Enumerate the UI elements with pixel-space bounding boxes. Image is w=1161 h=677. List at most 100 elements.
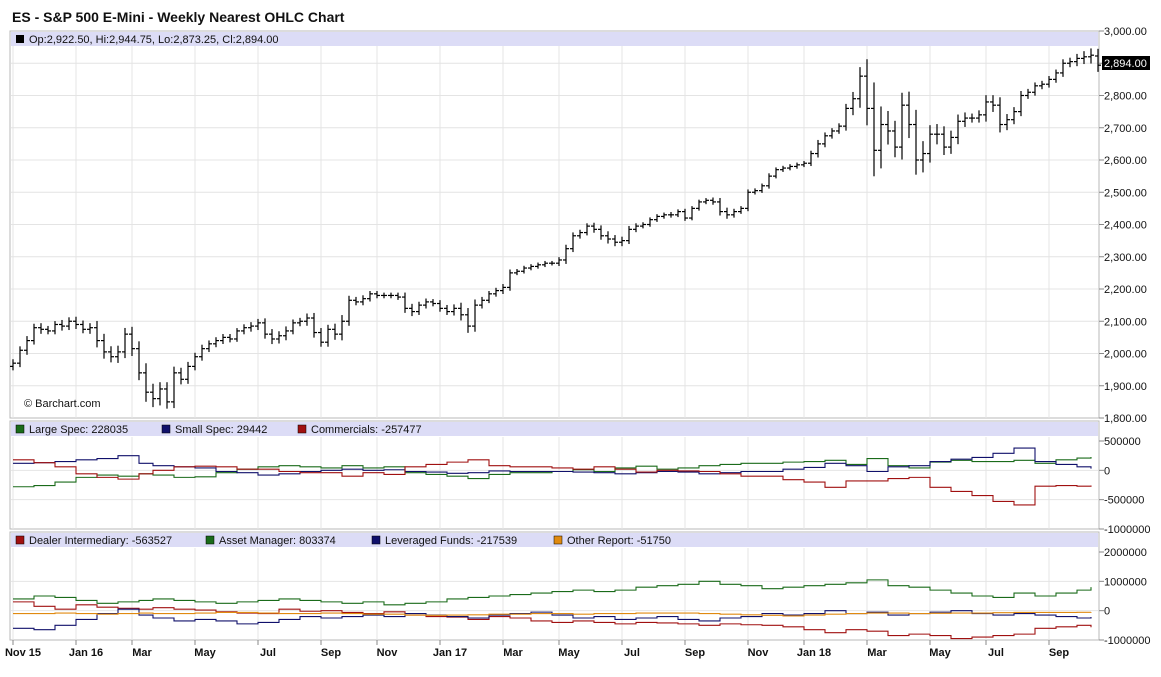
series-commercials	[13, 459, 1092, 506]
cot1-ytick-label: -1000000	[1104, 524, 1151, 536]
ohlc-bar	[731, 208, 737, 218]
ohlc-bar	[710, 197, 716, 205]
series-other-report	[13, 611, 1092, 617]
price-ytick-label: 3,000.00	[1104, 26, 1147, 38]
x-tick-label: Mar	[132, 647, 152, 659]
ohlc-bar	[948, 130, 954, 154]
x-tick-label: May	[194, 647, 216, 659]
ohlc-bar	[1039, 80, 1045, 90]
ohlc-bar	[283, 326, 289, 341]
cot-panel-1-series	[13, 447, 1092, 506]
cot2-ytick-label: 2000000	[1104, 547, 1147, 559]
ohlc-bar	[612, 235, 618, 247]
ohlc-bar	[654, 214, 660, 222]
last-price-tag	[1102, 56, 1150, 70]
ohlc-bar	[871, 82, 877, 177]
ohlc-bar	[563, 244, 569, 264]
ohlc-bar	[794, 162, 800, 169]
cot2-ytick-label: -1000000	[1104, 635, 1151, 647]
ohlc-bar	[633, 223, 639, 233]
ohlc-bar	[311, 312, 317, 338]
price-ytick-label: 2,600.00	[1104, 155, 1147, 167]
ohlc-bar	[59, 319, 65, 331]
x-tick-label: Jul	[988, 647, 1004, 659]
ohlc-bar	[395, 292, 401, 300]
ohlc-bar	[941, 126, 947, 156]
ohlc-bar	[780, 165, 786, 172]
ohlc-bar	[619, 236, 625, 247]
ohlc-bar	[290, 319, 296, 335]
ohlc-bar	[17, 346, 23, 368]
x-tick-label: Jan 17	[433, 647, 467, 659]
ohlc-bar	[745, 189, 751, 212]
ohlc-bar	[808, 150, 814, 167]
ohlc-bar	[94, 320, 100, 348]
cot-panel-1-frame	[9, 420, 1100, 530]
price-info-text: Op:2,922.50, Hi:2,944.75, Lo:2,873.25, C…	[29, 34, 279, 46]
watermark: © Barchart.com	[24, 398, 101, 410]
ohlc-bar	[66, 317, 72, 331]
ohlc-bar	[241, 324, 247, 335]
legend-label: Asset Manager: 803374	[219, 535, 336, 547]
ohlc-bar	[899, 92, 905, 160]
ohlc-bar	[507, 269, 513, 291]
ohlc-bar	[598, 225, 604, 240]
ohlc-bar	[556, 257, 562, 267]
ohlc-bar	[990, 95, 996, 112]
cot-panel-2-frame	[9, 531, 1100, 641]
ohlc-bar	[962, 112, 968, 127]
ohlc-bar	[486, 291, 492, 304]
ohlc-bar	[430, 299, 436, 307]
price-bars	[10, 48, 1101, 409]
x-tick-label: Jan 16	[69, 647, 103, 659]
ohlc-bar	[1081, 51, 1087, 65]
ohlc-bar	[1060, 59, 1066, 77]
ohlc-bar	[703, 198, 709, 205]
ohlc-bar	[465, 308, 471, 333]
x-tick-label: Nov	[377, 647, 399, 659]
ohlc-bar	[360, 295, 366, 306]
cot1-ytick-label: 500000	[1104, 436, 1141, 448]
ohlc-bar	[493, 287, 499, 297]
cot-1-legend-bar	[11, 422, 1098, 436]
ohlc-bar	[1025, 88, 1031, 99]
ohlc-bar	[647, 217, 653, 227]
ohlc-bar	[10, 359, 16, 371]
ohlc-bar	[381, 292, 387, 299]
ohlc-bar	[514, 269, 520, 276]
ohlc-bar	[906, 91, 912, 139]
ohlc-bar	[661, 212, 667, 219]
ohlc-bar	[458, 302, 464, 321]
ohlc-bar	[1018, 90, 1024, 117]
ohlc-bar	[535, 262, 541, 269]
ohlc-bar	[584, 223, 590, 236]
ohlc-bar	[1053, 69, 1059, 83]
legend-label: Large Spec: 228035	[29, 424, 128, 436]
ohlc-bar	[332, 323, 338, 340]
x-tick-label: Nov 15	[5, 647, 41, 659]
ohlc-bar	[157, 382, 163, 406]
ohlc-bar	[129, 326, 135, 356]
legend-label: Small Spec: 29442	[175, 424, 267, 436]
ohlc-bar	[927, 125, 933, 163]
ohlc-bar	[199, 344, 205, 361]
ohlc-bar	[1074, 53, 1080, 67]
ohlc-bar	[451, 304, 457, 316]
ohlc-bar	[675, 209, 681, 218]
ohlc-bar	[108, 346, 114, 363]
price-info-bar	[11, 32, 1098, 46]
ohlc-bar	[409, 303, 415, 317]
legend-swatch	[553, 535, 563, 545]
x-tick-label: Sep	[1049, 647, 1069, 659]
ohlc-bar	[178, 367, 184, 385]
ohlc-bar	[185, 361, 191, 384]
ohlc-bar	[766, 173, 772, 189]
x-tick-label: Jul	[624, 647, 640, 659]
price-ytick-label: 2,300.00	[1104, 252, 1147, 264]
legend-swatch	[205, 535, 215, 545]
price-ytick-label: 2,400.00	[1104, 220, 1147, 232]
ohlc-bar	[213, 337, 219, 348]
price-ytick-label: 2,800.00	[1104, 91, 1147, 103]
ohlc-bar	[115, 345, 121, 363]
